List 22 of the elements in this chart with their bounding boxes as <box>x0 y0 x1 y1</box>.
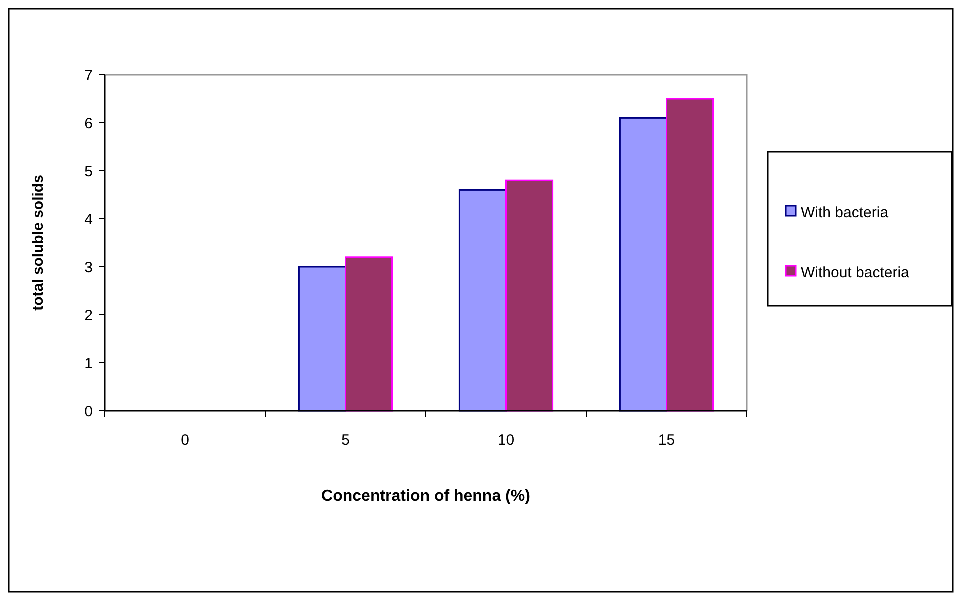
x-axis-title: Concentration of henna (%) <box>322 488 530 505</box>
y-tick-label: 0 <box>84 403 93 420</box>
x-tick-label: 0 <box>181 432 190 449</box>
legend-label: With bacteria <box>801 204 890 222</box>
y-tick-label: 6 <box>84 115 93 132</box>
bar <box>458 189 507 412</box>
bar <box>298 266 346 412</box>
bar <box>345 256 394 412</box>
y-tick-label: 4 <box>84 211 93 228</box>
y-tick-label: 3 <box>84 259 93 276</box>
y-axis-title: total soluble solids <box>30 175 47 311</box>
x-tick-label: 10 <box>498 432 515 449</box>
x-tick-label: 15 <box>658 432 676 449</box>
y-tick-label: 1 <box>84 355 93 372</box>
legend-label: Without bacteria <box>801 264 910 282</box>
x-tick-label: 5 <box>342 432 350 449</box>
bar <box>619 117 668 412</box>
bar <box>666 98 714 412</box>
y-tick-label: 5 <box>84 163 93 180</box>
bar <box>506 180 554 412</box>
y-tick-label: 7 <box>84 67 93 84</box>
y-tick-label: 2 <box>84 307 93 324</box>
